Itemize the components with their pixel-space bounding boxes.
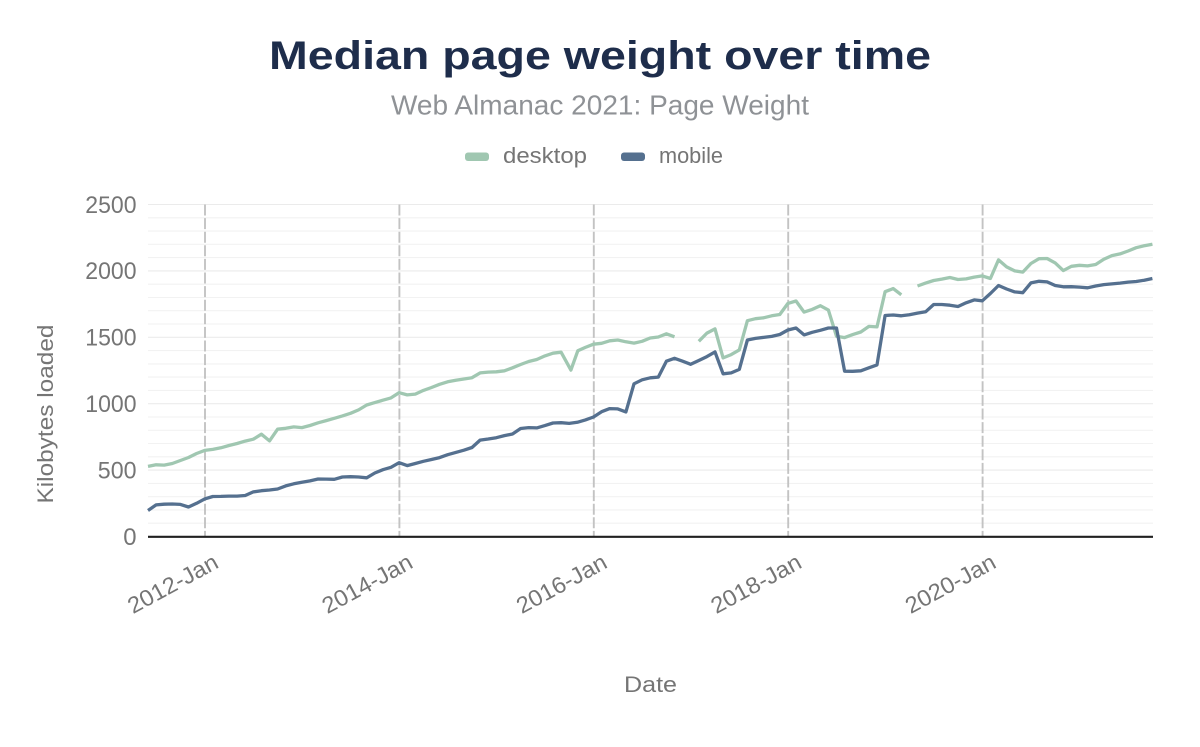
svg-text:500: 500 bbox=[98, 457, 137, 484]
svg-text:Web Almanac 2021: Page Weight: Web Almanac 2021: Page Weight bbox=[391, 90, 809, 121]
svg-text:mobile: mobile bbox=[659, 143, 723, 168]
svg-text:1000: 1000 bbox=[85, 391, 136, 418]
svg-text:2500: 2500 bbox=[85, 192, 136, 219]
svg-text:Date: Date bbox=[624, 672, 677, 697]
svg-text:0: 0 bbox=[123, 524, 136, 551]
svg-text:Median page weight over time: Median page weight over time bbox=[269, 34, 931, 78]
svg-text:desktop: desktop bbox=[503, 143, 587, 168]
svg-text:1500: 1500 bbox=[85, 325, 136, 352]
svg-text:Kilobytes loaded: Kilobytes loaded bbox=[33, 325, 58, 504]
svg-text:2000: 2000 bbox=[85, 258, 136, 285]
